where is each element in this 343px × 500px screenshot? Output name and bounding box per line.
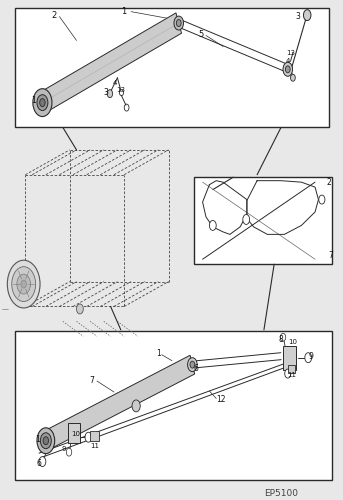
Circle shape xyxy=(33,88,52,117)
Polygon shape xyxy=(288,364,295,372)
Text: 7: 7 xyxy=(328,251,333,260)
Circle shape xyxy=(210,220,216,230)
Circle shape xyxy=(188,358,197,372)
Circle shape xyxy=(190,361,195,368)
Circle shape xyxy=(7,260,40,308)
Polygon shape xyxy=(15,332,332,480)
Text: 13: 13 xyxy=(116,87,125,93)
Circle shape xyxy=(285,66,290,73)
Circle shape xyxy=(17,274,31,294)
Text: 12: 12 xyxy=(216,396,226,404)
Circle shape xyxy=(283,62,293,76)
Text: 5: 5 xyxy=(198,30,203,39)
Text: 6: 6 xyxy=(37,458,42,468)
Circle shape xyxy=(21,280,26,288)
Text: 2: 2 xyxy=(52,11,57,20)
Text: 7: 7 xyxy=(90,376,94,384)
Circle shape xyxy=(132,400,140,412)
Polygon shape xyxy=(90,431,99,440)
Circle shape xyxy=(40,98,45,106)
Polygon shape xyxy=(194,177,332,264)
Text: —: — xyxy=(1,306,9,312)
Text: 9: 9 xyxy=(61,446,66,452)
Circle shape xyxy=(285,369,291,378)
Circle shape xyxy=(66,448,72,456)
Circle shape xyxy=(243,214,250,224)
Polygon shape xyxy=(44,356,194,450)
Circle shape xyxy=(76,304,83,314)
Text: 4: 4 xyxy=(113,80,117,86)
Polygon shape xyxy=(15,8,329,128)
Text: 1: 1 xyxy=(121,6,127,16)
Text: 3: 3 xyxy=(103,88,108,97)
Polygon shape xyxy=(283,346,296,370)
Text: 1: 1 xyxy=(32,96,36,104)
Text: 3: 3 xyxy=(295,12,300,21)
Circle shape xyxy=(291,74,295,81)
Text: 10: 10 xyxy=(288,340,297,345)
Polygon shape xyxy=(68,424,80,443)
Circle shape xyxy=(37,94,48,110)
Circle shape xyxy=(12,266,36,302)
Circle shape xyxy=(174,16,184,30)
Text: 10: 10 xyxy=(71,431,80,437)
Circle shape xyxy=(40,433,51,448)
Text: 2: 2 xyxy=(327,178,332,186)
Circle shape xyxy=(280,334,286,342)
Text: EP5100: EP5100 xyxy=(264,490,298,498)
Circle shape xyxy=(39,456,46,466)
Text: 13: 13 xyxy=(286,50,295,56)
Text: 11: 11 xyxy=(91,443,99,449)
Text: 9: 9 xyxy=(308,352,314,360)
Circle shape xyxy=(43,436,49,444)
Text: 1: 1 xyxy=(35,434,40,444)
Text: 11: 11 xyxy=(287,372,296,378)
Text: 4: 4 xyxy=(286,58,290,64)
Circle shape xyxy=(305,352,312,362)
Circle shape xyxy=(85,432,92,442)
Circle shape xyxy=(304,10,311,20)
Circle shape xyxy=(37,428,55,454)
Polygon shape xyxy=(40,13,181,113)
Circle shape xyxy=(319,195,325,204)
Circle shape xyxy=(176,20,181,26)
Circle shape xyxy=(107,90,113,98)
Text: 8: 8 xyxy=(279,336,283,344)
Text: 1: 1 xyxy=(156,349,161,358)
Text: 6: 6 xyxy=(193,364,198,373)
